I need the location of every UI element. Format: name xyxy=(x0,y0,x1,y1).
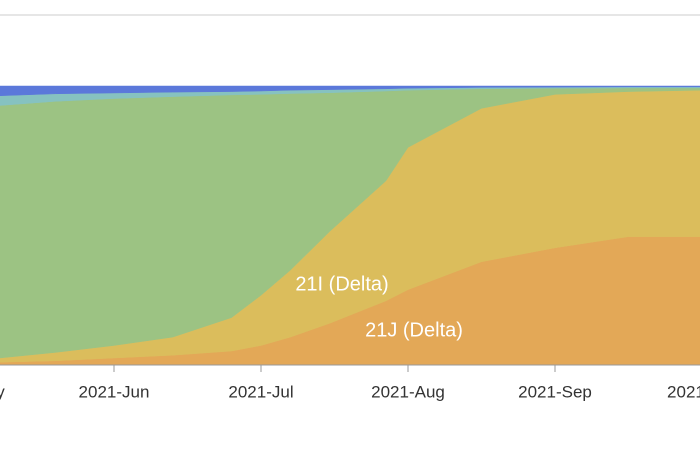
x-tick-label: 2021-Aug xyxy=(371,382,445,401)
x-tick-label: 2021-May xyxy=(0,382,5,401)
x-tick-label: 2021-Jul xyxy=(228,382,293,401)
area-label: 21I (Delta) xyxy=(295,273,388,295)
area xyxy=(0,85,700,96)
x-tick-label: 2021-Sep xyxy=(518,382,592,401)
area-label: 21J (Delta) xyxy=(365,319,463,341)
x-tick-label: 2021-Jun xyxy=(79,382,150,401)
x-tick-label: 2021-Oct xyxy=(667,382,700,401)
